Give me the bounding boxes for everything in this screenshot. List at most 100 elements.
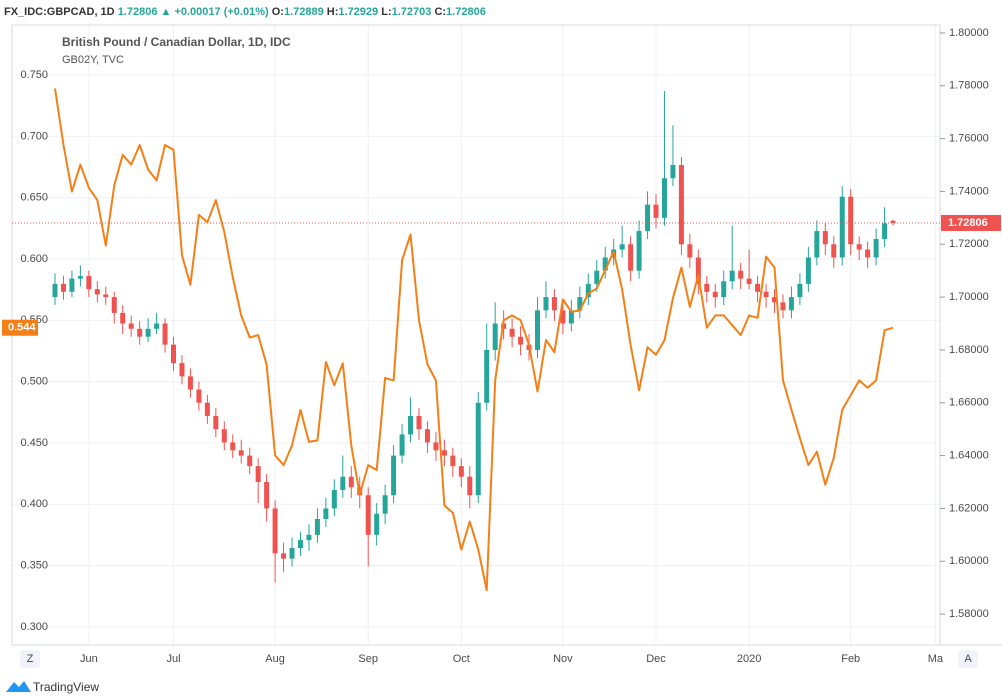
candle-body (704, 283, 710, 292)
brand-logo: TradingView (6, 680, 99, 694)
close-value: 1.72806 (446, 6, 486, 18)
overlay-last-box (2, 319, 38, 336)
candle-body (484, 349, 490, 403)
candle-body (441, 450, 447, 456)
candle-body (814, 231, 820, 258)
auto-scale-button[interactable] (958, 650, 978, 668)
candle-body (712, 291, 718, 298)
y2-tick-label: 1.64000 (949, 449, 989, 461)
y-tick-label: 0.500 (20, 376, 48, 388)
y2-tick-label: 1.76000 (949, 132, 989, 144)
y2-tick-label: 1.68000 (949, 344, 989, 356)
candle-body (272, 508, 278, 554)
candle-body (568, 310, 574, 324)
candle-body (602, 257, 608, 271)
candle-body (128, 323, 134, 329)
high-label: H: (327, 6, 339, 18)
last-price: 1.72806 (118, 6, 158, 18)
x-tick-label: 2020 (737, 653, 761, 665)
y2-tick-label: 1.80000 (949, 27, 989, 39)
last-price-label: 1.72806 (948, 217, 988, 229)
candle-body (721, 281, 727, 298)
candle-body (882, 223, 888, 239)
y2-tick-label: 1.78000 (949, 80, 989, 92)
candle-body (594, 270, 600, 284)
x-tick-label: Sep (358, 653, 378, 665)
y2-tick-label: 1.70000 (949, 291, 989, 303)
candle-body (746, 278, 752, 284)
last-price-box (941, 214, 1001, 231)
x-tick-label: Jun (80, 653, 98, 665)
auto-scale-label[interactable]: A (964, 653, 972, 665)
y-tick-label: 0.300 (20, 621, 48, 633)
brand-name: TradingView (33, 680, 99, 694)
candle-body (255, 466, 261, 483)
candle-body (467, 476, 473, 496)
x-tick-label: Oct (453, 653, 470, 665)
candle-body (221, 429, 227, 443)
candle-body (60, 283, 66, 292)
candle-body (763, 291, 769, 298)
candle-body (645, 204, 651, 232)
y-tick-label: 0.450 (20, 437, 48, 449)
candle-body (755, 283, 761, 292)
candle-body (518, 336, 524, 345)
candle-body (729, 270, 735, 282)
candle-body (247, 455, 253, 467)
overlay-last-label: 0.544 (8, 322, 36, 334)
y-tick-label: 0.400 (20, 498, 48, 510)
candle-body (289, 548, 295, 559)
candle-body (171, 344, 177, 364)
y-tick-label: 0.700 (20, 130, 48, 142)
candle-body (281, 553, 287, 559)
candle-body (196, 389, 202, 403)
legend-overlay: GB02Y, TVC (62, 54, 124, 66)
candle-body (805, 257, 811, 284)
candle-body (331, 489, 337, 509)
candle-body (145, 328, 151, 337)
candle-body (86, 275, 92, 290)
candle-body (551, 297, 557, 311)
y2-tick-label: 1.72000 (949, 238, 989, 250)
candle-body (433, 442, 439, 451)
candle-body (831, 244, 837, 258)
zoom-button[interactable] (20, 650, 40, 668)
candle-body (297, 540, 303, 549)
candle-body (492, 323, 498, 350)
x-tick-label: Nov (553, 653, 573, 665)
candle-body (399, 434, 405, 456)
logo-icon (6, 681, 31, 692)
candle-body (772, 297, 778, 303)
overlay-line (54, 88, 894, 592)
y-tick-label: 0.600 (20, 253, 48, 265)
candle-body (111, 297, 117, 313)
candle-body (475, 402, 481, 496)
candle-body (873, 238, 879, 258)
x-tick-label: Feb (841, 653, 860, 665)
symbol: FX_IDC:GBPCAD, 1D (4, 6, 115, 18)
x-tick-label: Jul (166, 653, 180, 665)
high-value: 1.72929 (338, 6, 378, 18)
candle-body (323, 508, 329, 519)
y-tick-label: 0.750 (20, 69, 48, 81)
candle-body (204, 402, 210, 416)
candle-body (238, 450, 244, 456)
header: FX_IDC:GBPCAD, 1D 1.72806 ▲ +0.00017 (+0… (4, 6, 486, 18)
y2-tick-label: 1.74000 (949, 185, 989, 197)
candle-body (822, 231, 828, 245)
candle-body (213, 415, 219, 430)
candle-body (661, 178, 667, 218)
zoom-button-label[interactable]: Z (27, 653, 34, 665)
y2-tick-label: 1.66000 (949, 397, 989, 409)
candle-body (678, 165, 684, 245)
candle-body (797, 283, 803, 298)
candle-body (458, 466, 464, 477)
candle-body (416, 415, 422, 430)
y2-tick-label: 1.58000 (949, 608, 989, 620)
candle-body (162, 323, 168, 345)
y2-tick-label: 1.62000 (949, 502, 989, 514)
candle-body (103, 294, 109, 298)
candle-body (408, 415, 414, 435)
candle-body (187, 376, 193, 390)
